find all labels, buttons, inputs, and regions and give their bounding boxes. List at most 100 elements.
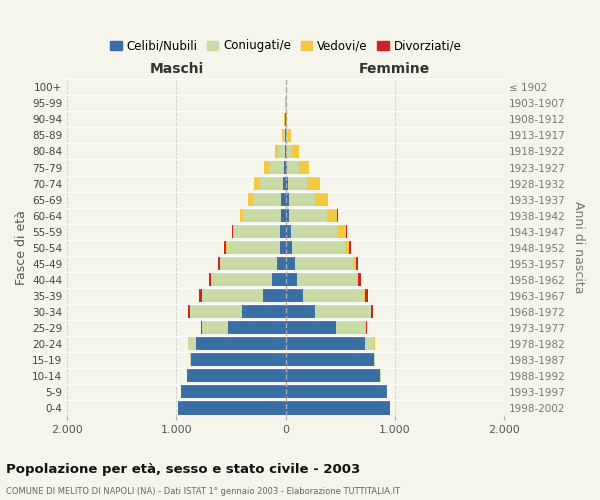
Bar: [286, 386, 387, 398]
Bar: [232, 225, 233, 238]
Bar: [233, 225, 235, 238]
Bar: [316, 193, 328, 206]
Bar: [286, 370, 380, 382]
Bar: [235, 225, 280, 238]
Bar: [358, 273, 361, 286]
Bar: [292, 241, 345, 254]
Bar: [337, 321, 365, 334]
Bar: [307, 177, 320, 190]
Legend: Celibi/Nubili, Coniugati/e, Vedovi/e, Divorziati/e: Celibi/Nubili, Coniugati/e, Vedovi/e, Di…: [105, 35, 466, 57]
Bar: [280, 225, 286, 238]
Bar: [286, 193, 289, 206]
Bar: [212, 273, 272, 286]
Bar: [272, 273, 286, 286]
Y-axis label: Anni di nascita: Anni di nascita: [572, 202, 585, 294]
Bar: [327, 209, 337, 222]
Text: Maschi: Maschi: [149, 62, 203, 76]
Bar: [188, 305, 190, 318]
Bar: [295, 257, 353, 270]
Bar: [284, 161, 286, 174]
Bar: [280, 241, 286, 254]
Bar: [283, 129, 285, 142]
Bar: [346, 225, 347, 238]
Bar: [209, 273, 211, 286]
Bar: [303, 289, 364, 302]
Bar: [281, 193, 286, 206]
Bar: [366, 321, 367, 334]
Bar: [188, 338, 196, 350]
Bar: [286, 225, 291, 238]
Bar: [371, 305, 373, 318]
Bar: [202, 289, 263, 302]
Bar: [191, 354, 286, 366]
Bar: [240, 209, 243, 222]
Text: Popolazione per età, sesso e stato civile - 2003: Popolazione per età, sesso e stato civil…: [6, 462, 360, 475]
Bar: [316, 305, 371, 318]
Bar: [297, 273, 356, 286]
Bar: [202, 321, 228, 334]
Bar: [286, 289, 303, 302]
Bar: [278, 145, 284, 158]
Bar: [226, 241, 227, 254]
Bar: [224, 241, 226, 254]
Text: Femmine: Femmine: [359, 62, 430, 76]
Bar: [356, 273, 358, 286]
Bar: [243, 209, 281, 222]
Bar: [286, 257, 295, 270]
Bar: [199, 289, 202, 302]
Bar: [260, 177, 283, 190]
Bar: [254, 177, 260, 190]
Bar: [286, 354, 374, 366]
Bar: [190, 354, 191, 366]
Bar: [349, 241, 352, 254]
Text: COMUNE DI MELITO DI NAPOLI (NA) - Dati ISTAT 1° gennaio 2003 - Elaborazione TUTT: COMUNE DI MELITO DI NAPOLI (NA) - Dati I…: [6, 488, 400, 496]
Bar: [281, 209, 286, 222]
Bar: [365, 289, 368, 302]
Bar: [187, 370, 286, 382]
Bar: [345, 241, 349, 254]
Y-axis label: Fasce di età: Fasce di età: [15, 210, 28, 285]
Bar: [286, 338, 365, 350]
Bar: [286, 241, 292, 254]
Bar: [227, 241, 280, 254]
Bar: [365, 338, 374, 350]
Bar: [284, 145, 286, 158]
Bar: [190, 305, 242, 318]
Bar: [286, 305, 316, 318]
Bar: [292, 145, 299, 158]
Bar: [181, 386, 286, 398]
Bar: [275, 145, 278, 158]
Bar: [286, 209, 289, 222]
Bar: [253, 193, 281, 206]
Bar: [265, 161, 269, 174]
Bar: [287, 129, 291, 142]
Bar: [286, 113, 287, 126]
Bar: [286, 273, 297, 286]
Bar: [287, 161, 299, 174]
Bar: [283, 177, 286, 190]
Bar: [242, 305, 286, 318]
Bar: [178, 402, 286, 414]
Bar: [287, 177, 307, 190]
Bar: [220, 257, 277, 270]
Bar: [248, 193, 253, 206]
Bar: [263, 289, 286, 302]
Bar: [337, 209, 338, 222]
Bar: [269, 161, 284, 174]
Bar: [277, 257, 286, 270]
Bar: [374, 354, 375, 366]
Bar: [286, 161, 287, 174]
Bar: [286, 145, 292, 158]
Bar: [353, 257, 356, 270]
Bar: [291, 225, 338, 238]
Bar: [338, 225, 346, 238]
Bar: [364, 289, 365, 302]
Bar: [286, 177, 287, 190]
Bar: [284, 113, 286, 126]
Bar: [289, 209, 327, 222]
Bar: [196, 338, 286, 350]
Bar: [218, 257, 220, 270]
Bar: [286, 129, 287, 142]
Bar: [356, 257, 358, 270]
Bar: [299, 161, 309, 174]
